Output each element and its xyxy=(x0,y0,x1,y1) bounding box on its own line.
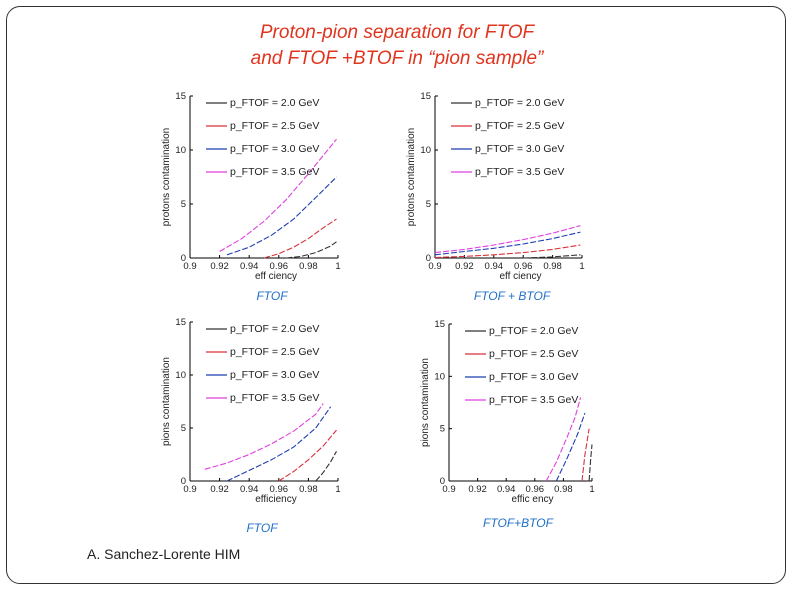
legend-entry: p_FTOF = 2.0 GeV xyxy=(489,325,578,337)
y-tick-label: 0 xyxy=(440,476,445,487)
series-line-3 xyxy=(434,231,581,256)
x-tick-label: 0.94 xyxy=(240,261,259,272)
x-tick-label: 0.98 xyxy=(543,261,562,272)
slide-title-line-2: and FTOF +BTOF in “pion sample” xyxy=(250,48,544,69)
x-tick-label: 0.9 xyxy=(428,261,441,272)
chart-caption: FTOF xyxy=(246,521,278,535)
series-line-2 xyxy=(278,429,337,482)
y-tick-label: 10 xyxy=(175,145,186,156)
series-line-2 xyxy=(434,244,581,259)
x-tick-label: 0.92 xyxy=(468,484,487,495)
x-tick-label: 0.96 xyxy=(270,261,289,272)
chart-caption: FTOF xyxy=(256,289,288,303)
x-tick-label: 0.98 xyxy=(299,484,318,495)
y-axis-title: pions contamination xyxy=(161,357,172,446)
chart-caption: FTOF+BTOF xyxy=(483,516,554,530)
x-tick-label: 0.94 xyxy=(240,484,259,495)
x-tick-label: 0.92 xyxy=(455,261,474,272)
legend-entry: p_FTOF = 2.5 GeV xyxy=(489,348,578,360)
series-line-4 xyxy=(204,403,324,470)
series-line-3 xyxy=(555,412,586,482)
x-tick-label: 0.96 xyxy=(270,484,289,495)
y-tick-label: 0 xyxy=(181,476,186,487)
x-tick-label: 0.94 xyxy=(485,261,504,272)
legend-entry: p_FTOF = 2.0 GeV xyxy=(230,97,319,109)
chart-caption: FTOF + BTOF xyxy=(474,289,551,303)
legend-entry: p_FTOF = 3.5 GeV xyxy=(489,394,578,406)
y-tick-label: 5 xyxy=(181,423,186,434)
x-tick-label: 1 xyxy=(579,261,584,272)
legend-entry: p_FTOF = 3.0 GeV xyxy=(230,143,319,155)
x-axis-title: eff ciency xyxy=(255,271,297,282)
y-tick-label: 5 xyxy=(440,424,445,435)
chart-panel-3: 0.9 0.92 0.94 0.96 0.98 1051015efficiencypion… xyxy=(161,317,341,535)
y-tick-label: 0 xyxy=(181,253,186,264)
y-tick-label: 15 xyxy=(175,91,186,102)
legend-entry: p_FTOF = 3.0 GeV xyxy=(489,371,578,383)
legend-entry: p_FTOF = 3.0 GeV xyxy=(475,143,564,155)
y-tick-label: 10 xyxy=(175,370,186,381)
series-line-1 xyxy=(588,444,593,482)
series-line-1 xyxy=(286,241,337,259)
series-line-1 xyxy=(315,451,337,482)
legend-entry: p_FTOF = 3.5 GeV xyxy=(475,166,564,178)
y-tick-label: 15 xyxy=(420,91,431,102)
series-line-3 xyxy=(226,406,332,482)
y-axis-title: pions contamination xyxy=(420,358,431,447)
series-line-3 xyxy=(226,176,337,256)
series-line-2 xyxy=(263,218,337,259)
slide-title-line-1: Proton-pion separation for FTOF xyxy=(259,22,535,43)
x-axis-title: effic ency xyxy=(511,494,553,505)
x-tick-label: 0.98 xyxy=(299,261,318,272)
x-tick-label: 1 xyxy=(335,261,340,272)
legend-entry: p_FTOF = 2.5 GeV xyxy=(475,120,564,132)
x-tick-label: 0.92 xyxy=(210,261,229,272)
y-tick-label: 10 xyxy=(434,371,445,382)
series-line-1 xyxy=(523,254,581,259)
x-tick-label: 0.96 xyxy=(526,484,545,495)
series-line-4 xyxy=(434,225,581,254)
y-tick-label: 10 xyxy=(420,145,431,156)
x-tick-label: 0.98 xyxy=(554,484,573,495)
x-tick-label: 0.96 xyxy=(514,261,533,272)
legend-entry: p_FTOF = 2.0 GeV xyxy=(230,323,319,335)
x-tick-label: 1 xyxy=(589,484,594,495)
y-tick-label: 15 xyxy=(434,319,445,330)
series-line-4 xyxy=(545,397,582,482)
x-tick-label: 0.92 xyxy=(210,484,229,495)
slide-frame xyxy=(6,6,786,584)
y-tick-label: 5 xyxy=(426,199,431,210)
x-axis-title: efficiency xyxy=(255,494,297,505)
y-tick-label: 5 xyxy=(181,199,186,210)
x-tick-label: 0.9 xyxy=(442,484,455,495)
series-line-4 xyxy=(219,138,337,252)
y-axis-title: protons contamination xyxy=(406,128,417,226)
x-tick-label: 0.9 xyxy=(183,484,196,495)
legend-entry: p_FTOF = 2.5 GeV xyxy=(230,346,319,358)
series-line-2 xyxy=(581,428,590,482)
x-axis-title: eff ciency xyxy=(499,271,541,282)
legend-entry: p_FTOF = 2.0 GeV xyxy=(475,97,564,109)
legend-entry: p_FTOF = 3.5 GeV xyxy=(230,392,319,404)
author-credit: A. Sanchez-Lorente HIM xyxy=(87,546,241,562)
x-tick-label: 0.9 xyxy=(183,261,196,272)
x-tick-label: 1 xyxy=(335,484,340,495)
legend-entry: p_FTOF = 3.5 GeV xyxy=(230,166,319,178)
y-axis-title: protons contamination xyxy=(161,128,172,226)
y-tick-label: 0 xyxy=(426,253,431,264)
legend-entry: p_FTOF = 3.0 GeV xyxy=(230,369,319,381)
x-tick-label: 0.94 xyxy=(497,484,516,495)
legend-entry: p_FTOF = 2.5 GeV xyxy=(230,120,319,132)
y-tick-label: 15 xyxy=(175,317,186,328)
